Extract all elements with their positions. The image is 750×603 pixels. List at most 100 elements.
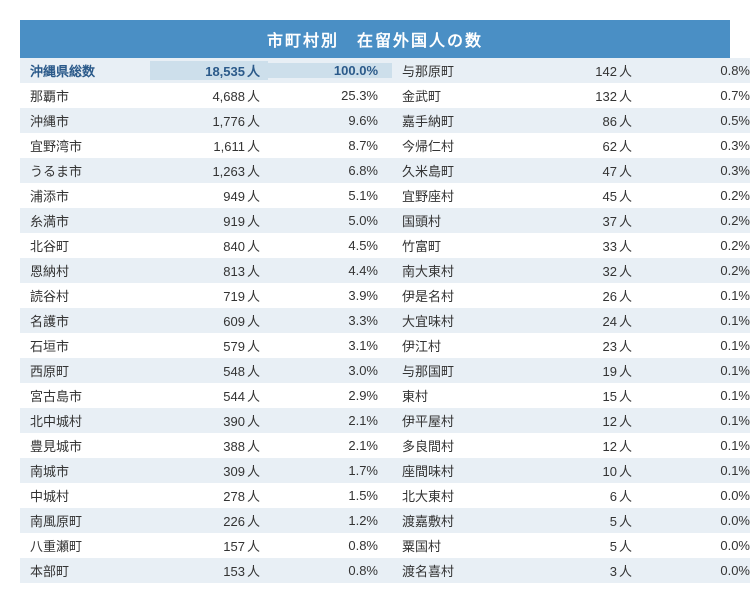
percentage: 4.4%	[268, 263, 392, 278]
population-count: 840人	[150, 236, 268, 255]
population-count: 142人	[522, 61, 640, 80]
count-suffix: 人	[247, 514, 260, 529]
count-suffix: 人	[619, 239, 632, 254]
percentage: 2.1%	[268, 438, 392, 453]
municipality-name: うるま市	[20, 161, 150, 180]
municipality-name: 伊平屋村	[392, 411, 522, 430]
table-row: 読谷村719人3.9%	[20, 283, 392, 308]
table-row: 与那国町19人0.1%	[392, 358, 750, 383]
population-count: 309人	[150, 461, 268, 480]
table-row: 石垣市579人3.1%	[20, 333, 392, 358]
percentage: 0.1%	[640, 388, 750, 403]
percentage: 0.2%	[640, 213, 750, 228]
municipality-name: 北中城村	[20, 411, 150, 430]
municipality-name: 南風原町	[20, 511, 150, 530]
count-suffix: 人	[247, 314, 260, 329]
table-row: 宮古島市544人2.9%	[20, 383, 392, 408]
percentage: 2.9%	[268, 388, 392, 403]
data-table: 沖縄県総数18,535人100.0%那覇市4,688人25.3%沖縄市1,776…	[20, 58, 730, 583]
percentage: 0.1%	[640, 338, 750, 353]
percentage: 3.3%	[268, 313, 392, 328]
count-suffix: 人	[619, 89, 632, 104]
municipality-name: 宜野湾市	[20, 136, 150, 155]
table-row: 南城市309人1.7%	[20, 458, 392, 483]
table-row: 粟国村5人0.0%	[392, 533, 750, 558]
table-row: 伊是名村26人0.1%	[392, 283, 750, 308]
percentage: 100.0%	[268, 63, 392, 78]
population-count: 33人	[522, 236, 640, 255]
municipality-name: 大宜味村	[392, 311, 522, 330]
municipality-name: 竹富町	[392, 236, 522, 255]
municipality-name: 宮古島市	[20, 386, 150, 405]
count-suffix: 人	[619, 564, 632, 579]
count-suffix: 人	[247, 564, 260, 579]
count-suffix: 人	[619, 414, 632, 429]
percentage: 0.1%	[640, 288, 750, 303]
percentage: 0.8%	[268, 538, 392, 553]
table-row: 竹富町33人0.2%	[392, 233, 750, 258]
percentage: 0.0%	[640, 538, 750, 553]
count-suffix: 人	[619, 364, 632, 379]
table-row: 八重瀬町157人0.8%	[20, 533, 392, 558]
count-suffix: 人	[247, 164, 260, 179]
municipality-name: 読谷村	[20, 286, 150, 305]
population-count: 157人	[150, 536, 268, 555]
percentage: 0.7%	[640, 88, 750, 103]
municipality-name: 多良間村	[392, 436, 522, 455]
population-count: 37人	[522, 211, 640, 230]
count-suffix: 人	[247, 414, 260, 429]
municipality-name: 本部町	[20, 561, 150, 580]
count-suffix: 人	[619, 464, 632, 479]
count-suffix: 人	[619, 264, 632, 279]
count-suffix: 人	[247, 389, 260, 404]
percentage: 0.3%	[640, 138, 750, 153]
population-count: 1,776人	[150, 111, 268, 130]
population-count: 5人	[522, 511, 640, 530]
header-row: 沖縄県総数18,535人100.0%	[20, 58, 392, 83]
count-suffix: 人	[619, 139, 632, 154]
table-row: 金武町132人0.7%	[392, 83, 750, 108]
population-count: 18,535人	[150, 61, 268, 80]
table-row: 恩納村813人4.4%	[20, 258, 392, 283]
left-column: 沖縄県総数18,535人100.0%那覇市4,688人25.3%沖縄市1,776…	[20, 58, 392, 583]
percentage: 2.1%	[268, 413, 392, 428]
table-row: 東村15人0.1%	[392, 383, 750, 408]
count-suffix: 人	[247, 239, 260, 254]
population-count: 390人	[150, 411, 268, 430]
percentage: 5.0%	[268, 213, 392, 228]
count-suffix: 人	[247, 189, 260, 204]
population-count: 579人	[150, 336, 268, 355]
municipality-name: 名護市	[20, 311, 150, 330]
population-count: 544人	[150, 386, 268, 405]
municipality-name: 石垣市	[20, 336, 150, 355]
municipality-name: 沖縄県総数	[20, 61, 150, 80]
percentage: 0.5%	[640, 113, 750, 128]
count-suffix: 人	[247, 339, 260, 354]
population-count: 3人	[522, 561, 640, 580]
percentage: 0.0%	[640, 513, 750, 528]
table-container: 市町村別 在留外国人の数 沖縄県総数18,535人100.0%那覇市4,688人…	[20, 20, 730, 583]
percentage: 4.5%	[268, 238, 392, 253]
percentage: 1.2%	[268, 513, 392, 528]
count-suffix: 人	[247, 64, 260, 79]
municipality-name: 伊江村	[392, 336, 522, 355]
municipality-name: 北谷町	[20, 236, 150, 255]
count-suffix: 人	[247, 439, 260, 454]
percentage: 9.6%	[268, 113, 392, 128]
municipality-name: 東村	[392, 386, 522, 405]
municipality-name: 与那原町	[392, 61, 522, 80]
percentage: 6.8%	[268, 163, 392, 178]
municipality-name: 与那国町	[392, 361, 522, 380]
count-suffix: 人	[619, 339, 632, 354]
percentage: 0.1%	[640, 463, 750, 478]
municipality-name: 粟国村	[392, 536, 522, 555]
percentage: 0.1%	[640, 438, 750, 453]
percentage: 0.3%	[640, 163, 750, 178]
table-row: 伊平屋村12人0.1%	[392, 408, 750, 433]
municipality-name: 恩納村	[20, 261, 150, 280]
table-row: うるま市1,263人6.8%	[20, 158, 392, 183]
table-row: 豊見城市388人2.1%	[20, 433, 392, 458]
municipality-name: 嘉手納町	[392, 111, 522, 130]
percentage: 0.0%	[640, 488, 750, 503]
table-row: 座間味村10人0.1%	[392, 458, 750, 483]
